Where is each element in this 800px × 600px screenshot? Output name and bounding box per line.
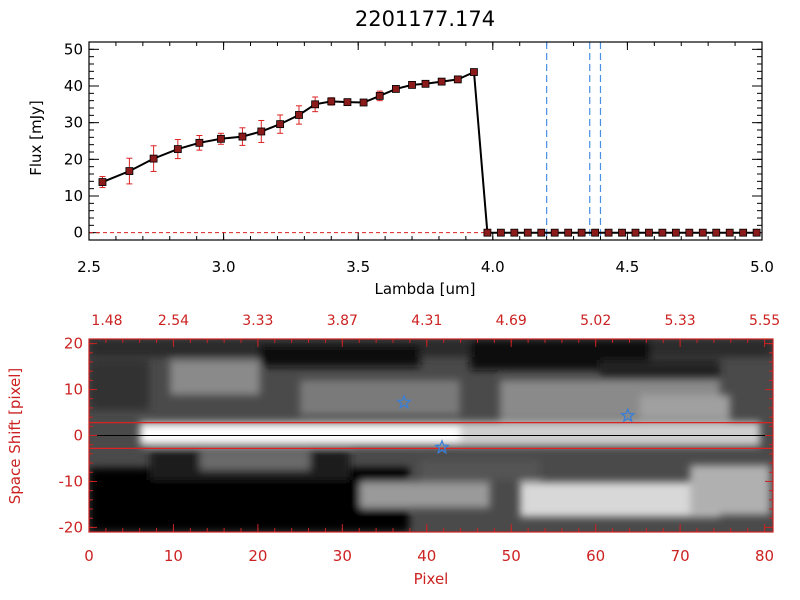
source-star-marker	[396, 394, 412, 410]
heatmap-top-wavelength-label: 3.33	[242, 313, 273, 329]
flux-point	[645, 228, 653, 237]
flux-point	[591, 228, 599, 237]
flux-point	[276, 120, 285, 129]
flux-point	[125, 167, 134, 175]
heatmap-x-tick-label: 0	[84, 547, 94, 565]
flux-point	[752, 228, 761, 237]
source-star-marker	[434, 439, 450, 455]
flux-chart: 2201177.174 Lambda [um] Flux [mJy] 2.5 3.…	[27, 7, 774, 298]
heatmap-top-wavelength-label: 1.48	[91, 313, 122, 329]
heatmap-y-tick-label: 0	[73, 427, 83, 445]
flux-point	[98, 178, 107, 186]
flux-point	[238, 132, 247, 141]
heatmap-top-wavelength-label: 2.54	[158, 313, 189, 329]
flux-point	[375, 92, 384, 100]
flux-point	[671, 228, 680, 237]
x-tick-label: 4.5	[615, 258, 639, 276]
heatmap-y-tick-label: 10	[64, 381, 83, 399]
flux-point	[496, 228, 505, 237]
flux-point	[618, 228, 626, 237]
flux-point	[343, 98, 352, 107]
flux-point	[421, 79, 430, 88]
flux-point	[453, 75, 462, 84]
heatmap-top-wavelength-label: 4.31	[411, 313, 442, 329]
flux-point	[631, 228, 640, 237]
plot-frame	[88, 41, 763, 241]
flux-point	[604, 228, 613, 237]
heatmap-top-wavelength-label: 5.55	[749, 313, 780, 329]
chart-title: 2201177.174	[355, 7, 495, 31]
heatmap-top-wavelength-label: 5.33	[665, 313, 696, 329]
flux-point	[311, 100, 320, 109]
y-tick-label: 0	[73, 224, 83, 242]
flux-point	[523, 228, 532, 237]
flux-point	[483, 228, 492, 237]
x-tick-label: 4.0	[481, 258, 505, 276]
flux-point	[295, 111, 303, 119]
y-tick-label: 30	[64, 114, 83, 132]
x-axis-label: Lambda [um]	[375, 280, 476, 298]
heatmap-y-label: Space Shift [pixel]	[6, 368, 24, 505]
flux-point	[510, 228, 519, 237]
flux-point	[327, 97, 336, 106]
heatmap-x-tick-label: 80	[755, 547, 774, 565]
heatmap-top-wavelength-label: 3.87	[327, 313, 358, 329]
flux-point	[739, 228, 748, 237]
heatmap-y-tick-label: 20	[64, 335, 83, 353]
flux-point	[391, 85, 400, 93]
x-tick-label: 5.0	[750, 258, 774, 276]
y-axis-label: Flux [mJy]	[27, 100, 45, 176]
flux-point	[217, 134, 225, 143]
flux-point	[470, 68, 478, 76]
flux-point	[658, 228, 667, 237]
flux-point	[685, 228, 694, 237]
x-tick-label: 2.5	[77, 258, 101, 276]
flux-point	[195, 138, 204, 147]
heatmap-x-tick-label: 20	[248, 547, 267, 565]
flux-point	[698, 228, 707, 237]
y-tick-label: 20	[64, 150, 83, 168]
flux-point	[408, 81, 416, 89]
flux-point	[437, 77, 446, 86]
flux-point	[564, 228, 573, 237]
flux-point	[577, 228, 586, 237]
flux-point	[359, 98, 368, 107]
heatmap-y-tick-label: -20	[59, 518, 84, 536]
x-tick-label: 3.0	[212, 258, 236, 276]
flux-point	[712, 228, 721, 237]
heatmap-x-tick-label: 10	[164, 547, 183, 565]
flux-point	[725, 228, 734, 237]
heatmap-top-wavelength-label: 4.69	[496, 313, 527, 329]
flux-line	[102, 70, 757, 234]
flux-point	[537, 228, 546, 237]
flux-point	[149, 154, 158, 163]
source-star-marker	[619, 407, 636, 423]
heatmap-x-tick-label: 60	[586, 547, 605, 565]
flux-point	[173, 145, 182, 153]
x-tick-label: 3.5	[346, 258, 370, 276]
heatmap-x-label: Pixel	[414, 570, 449, 588]
heatmap-x-tick-label: 30	[333, 547, 352, 565]
flux-point	[257, 127, 266, 136]
y-tick-label: 10	[64, 187, 83, 205]
heatmap-x-tick-label: 40	[417, 547, 436, 565]
spectrum-image-panel: 0 1.48 10 2.54 20 3.33 30 3.87 40 4.31 50 4.69 60 5.0…	[6, 313, 780, 588]
heatmap-x-tick-label: 70	[671, 547, 690, 565]
heatmap-top-wavelength-label: 5.02	[580, 313, 611, 329]
y-tick-label: 40	[64, 77, 83, 95]
heatmap-x-tick-label: 50	[502, 547, 521, 565]
y-tick-label: 50	[64, 40, 83, 58]
flux-point	[550, 228, 559, 237]
heatmap-y-tick-label: -10	[59, 472, 84, 490]
